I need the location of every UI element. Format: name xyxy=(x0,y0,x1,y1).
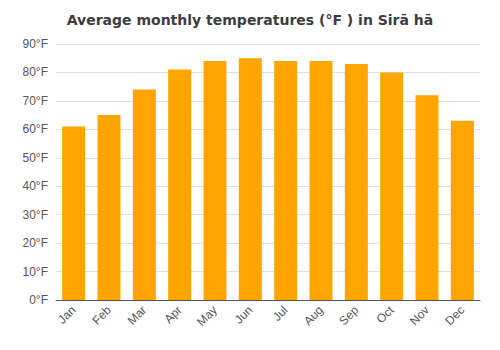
svg-text:Sep: Sep xyxy=(336,303,361,328)
svg-text:Average monthly temperatures (: Average monthly temperatures (°F ) in Si… xyxy=(67,12,434,28)
svg-text:50°F: 50°F xyxy=(23,151,48,165)
svg-text:90°F: 90°F xyxy=(23,37,48,51)
svg-text:Apr: Apr xyxy=(162,303,185,326)
svg-text:70°F: 70°F xyxy=(23,94,48,108)
svg-text:Feb: Feb xyxy=(89,303,114,328)
svg-text:Mar: Mar xyxy=(125,303,150,327)
svg-text:Aug: Aug xyxy=(301,303,326,328)
svg-text:40°F: 40°F xyxy=(23,179,48,193)
svg-text:Jun: Jun xyxy=(232,303,256,327)
svg-text:Nov: Nov xyxy=(407,303,432,328)
svg-text:30°F: 30°F xyxy=(23,208,48,222)
svg-text:10°F: 10°F xyxy=(23,265,48,279)
svg-text:0°F: 0°F xyxy=(29,293,48,307)
svg-text:60°F: 60°F xyxy=(23,122,48,136)
svg-text:Jul: Jul xyxy=(270,303,291,324)
svg-text:Oct: Oct xyxy=(374,303,398,327)
svg-text:Dec: Dec xyxy=(442,303,467,328)
svg-text:May: May xyxy=(194,303,220,329)
svg-text:Jan: Jan xyxy=(55,303,79,327)
svg-text:80°F: 80°F xyxy=(23,65,48,79)
svg-text:20°F: 20°F xyxy=(23,236,48,250)
